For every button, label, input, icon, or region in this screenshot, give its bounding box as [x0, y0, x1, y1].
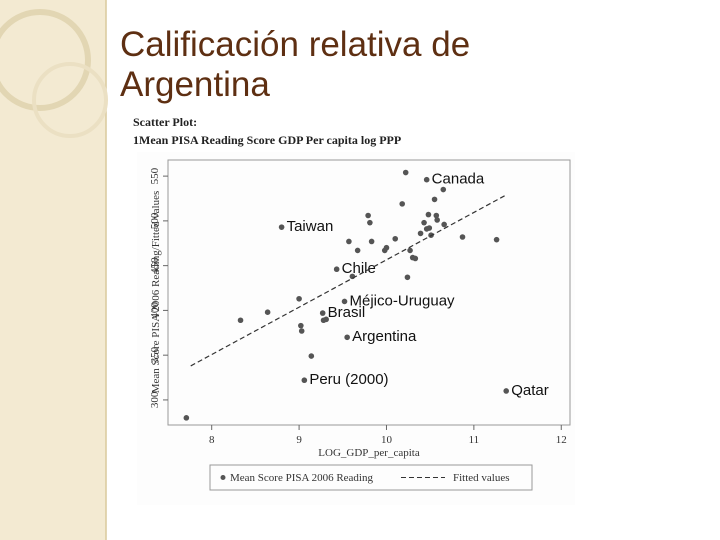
- point: [383, 244, 390, 251]
- legend-label: Fitted values: [453, 472, 510, 484]
- x-tick-label: 11: [469, 434, 480, 446]
- point: [341, 298, 348, 305]
- x-axis-label: LOG_GDP_per_capita: [318, 447, 420, 459]
- legend-marker: [220, 475, 226, 480]
- y-tick-label: 400: [149, 302, 161, 319]
- point: [417, 230, 424, 237]
- point: [333, 266, 340, 273]
- point: [440, 186, 447, 193]
- point: [402, 169, 409, 176]
- y-tick-label: 350: [149, 346, 161, 363]
- y-tick-label: 500: [149, 212, 161, 229]
- title-line: Calificación relativa de: [120, 25, 470, 64]
- point: [399, 201, 406, 207]
- x-tick-label: 12: [556, 434, 567, 446]
- point: [433, 212, 440, 219]
- legend-label: Mean Score PISA 2006 Reading: [230, 472, 373, 484]
- point: [349, 273, 356, 280]
- point: [354, 247, 361, 254]
- point: [237, 317, 244, 324]
- point: [503, 388, 510, 394]
- point: [459, 234, 466, 240]
- point: [296, 295, 302, 302]
- point: [323, 316, 329, 323]
- point-label: Méjico-Uruguay: [350, 292, 456, 309]
- point: [301, 377, 308, 384]
- point: [407, 247, 413, 254]
- point: [423, 176, 430, 183]
- point: [412, 255, 419, 262]
- y-tick-label: 550: [149, 167, 161, 184]
- subtitle: 1Mean PISA Reading Score GDP Per capita …: [133, 133, 401, 147]
- point: [425, 211, 432, 218]
- slide-title: Calificación relativa de Argentina: [120, 25, 470, 104]
- y-tick-label: 450: [149, 257, 161, 274]
- point-label: Taiwan: [287, 218, 334, 235]
- point: [434, 217, 440, 223]
- point: [344, 334, 350, 341]
- point: [319, 310, 326, 316]
- point: [308, 353, 315, 359]
- legend-box: [209, 464, 533, 491]
- point: [493, 236, 500, 243]
- point: [367, 219, 373, 226]
- point-label: Argentina: [352, 328, 417, 345]
- point: [298, 322, 304, 329]
- point: [183, 415, 190, 421]
- point: [346, 238, 352, 245]
- point: [426, 225, 433, 231]
- point-label: Peru (2000): [309, 371, 388, 388]
- plot-frame: [167, 159, 571, 426]
- point: [368, 238, 375, 245]
- y-tick-label: 300: [149, 391, 161, 408]
- x-tick-label: 10: [381, 434, 393, 446]
- y-axis-label: Mean Score PISA 2006 Reading/Fitted valu…: [150, 191, 162, 394]
- point: [404, 274, 411, 281]
- point: [365, 212, 371, 219]
- point: [431, 196, 438, 203]
- title-line: Argentina: [120, 65, 270, 104]
- point-label: Brasil: [328, 304, 366, 321]
- point: [264, 309, 271, 315]
- fitted-line: [190, 194, 507, 367]
- side-strip: [0, 0, 106, 540]
- point: [421, 219, 427, 226]
- point-label: Canada: [432, 171, 485, 188]
- point: [441, 221, 447, 228]
- deco-circle: [32, 62, 108, 138]
- subtitle: Scatter Plot:: [133, 115, 197, 129]
- point: [392, 235, 399, 242]
- point: [298, 328, 305, 334]
- point-label: Qatar: [511, 382, 549, 399]
- x-tick-label: 9: [296, 434, 302, 446]
- chart-image: [137, 152, 575, 505]
- point: [278, 224, 285, 230]
- x-tick-label: 8: [209, 434, 215, 446]
- point-label: Chile: [342, 260, 376, 277]
- deco-circle: [0, 9, 91, 111]
